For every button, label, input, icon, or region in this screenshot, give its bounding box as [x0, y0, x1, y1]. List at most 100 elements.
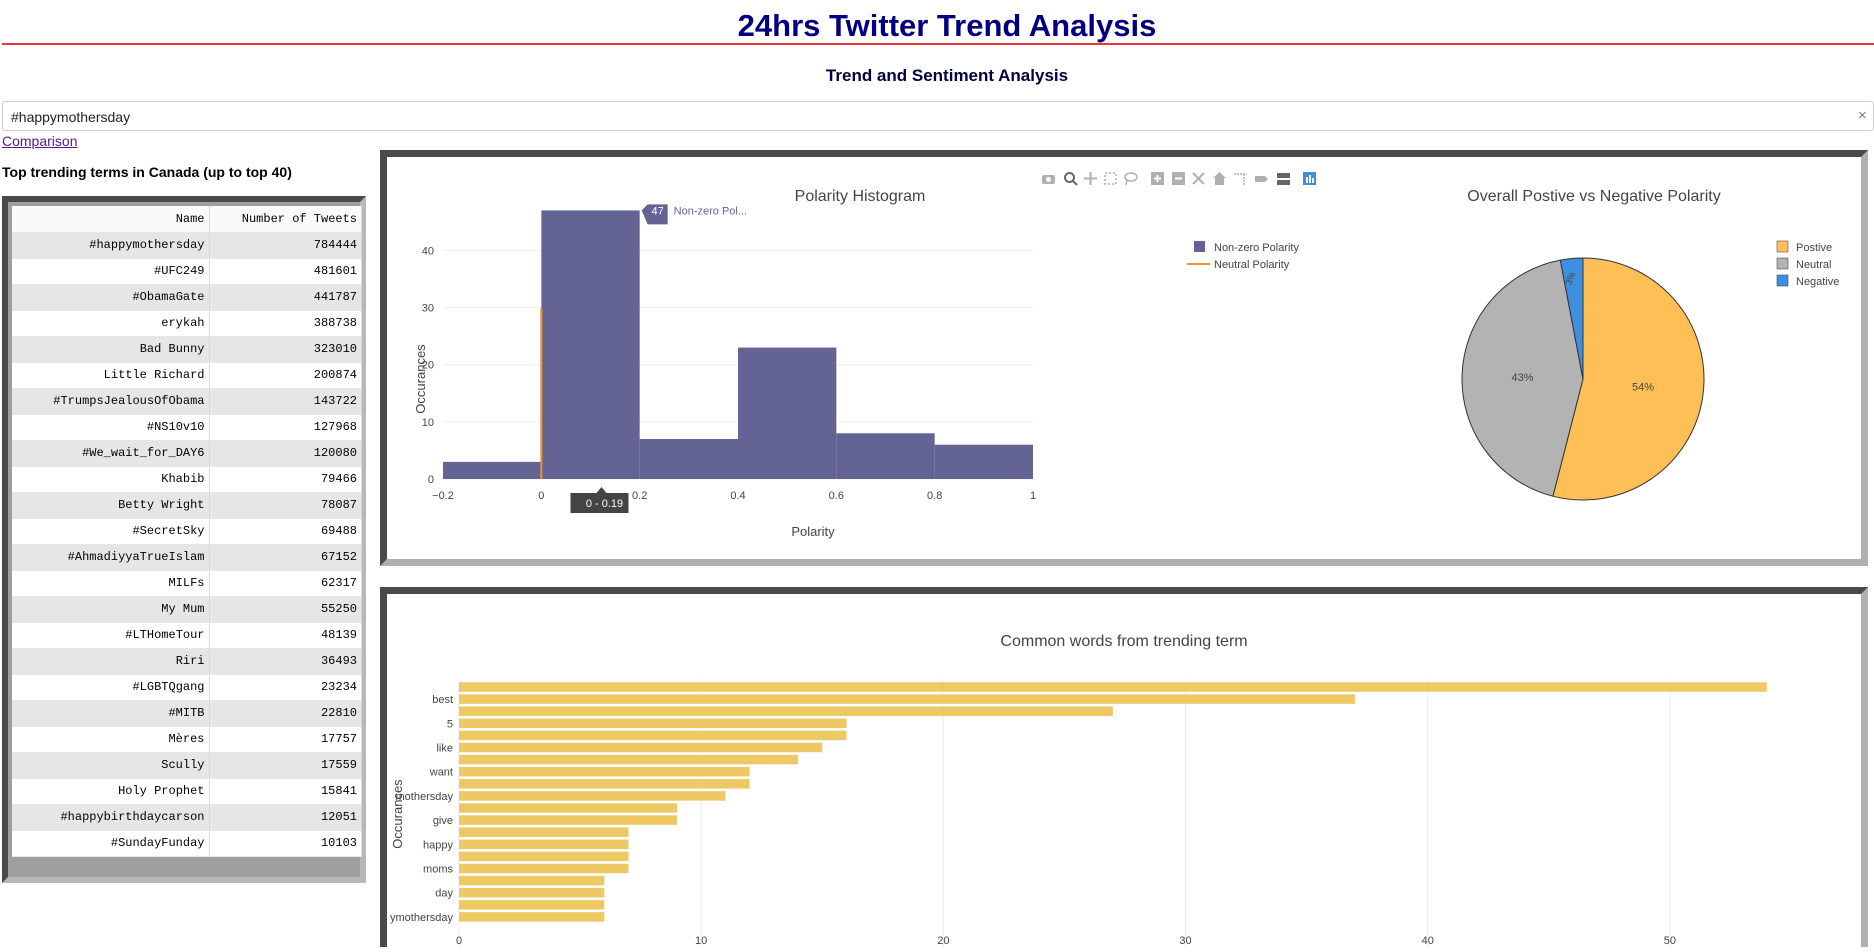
tweet-count-cell: 78087 — [209, 492, 362, 519]
histogram-bar[interactable] — [934, 444, 1033, 479]
table-row: #happymothersday 784444 — [12, 232, 362, 259]
word-bar[interactable] — [459, 754, 799, 765]
pie-slice-label: 3% — [1563, 271, 1577, 287]
reset-axes-icon[interactable] — [1213, 172, 1226, 185]
pie-chart-title: Overall Postive vs Negative Polarity — [1467, 188, 1720, 205]
trend-name-cell: #LTHomeTour — [12, 622, 210, 649]
table-row: Riri 36493 — [12, 648, 362, 675]
clear-icon[interactable]: × — [1858, 107, 1867, 124]
words-x-tick: 10 — [695, 935, 707, 947]
word-bar[interactable] — [459, 851, 629, 862]
table-row: Mères 17757 — [12, 726, 362, 753]
pie-slice[interactable] — [1552, 257, 1705, 501]
word-label: give — [433, 815, 453, 827]
trend-name-cell: My Mum — [12, 596, 210, 623]
word-bar[interactable] — [459, 779, 750, 789]
word-bar[interactable] — [459, 912, 605, 922]
tweet-count-cell: 143722 — [209, 388, 362, 415]
tweet-count-cell: 62317 — [209, 570, 362, 597]
tweet-count-cell: 481601 — [209, 258, 362, 285]
autoscale-icon[interactable] — [1192, 172, 1205, 185]
trend-name-cell: Riri — [12, 648, 210, 675]
hover-compare-icon[interactable] — [1277, 173, 1290, 185]
histogram-x-tick: 0.6 — [829, 490, 844, 502]
lasso-icon[interactable] — [1124, 172, 1138, 186]
box-select-icon[interactable] — [1104, 172, 1117, 185]
tweet-count-cell: 23234 — [209, 674, 362, 701]
tweet-count-cell: 10103 — [209, 830, 362, 857]
word-bar[interactable] — [459, 815, 677, 825]
common-words-panel: Common words from trending term best 5 lik… — [380, 587, 1868, 947]
word-bar[interactable] — [459, 694, 1356, 704]
column-header-count[interactable]: Number of Tweets — [209, 206, 362, 233]
pie-legend-swatch[interactable] — [1776, 240, 1789, 253]
zoom-in-icon[interactable] — [1151, 172, 1164, 185]
common-words-svg: Common words from trending term best 5 lik… — [390, 633, 1767, 947]
legend-swatch-non-zero[interactable] — [1194, 241, 1205, 252]
pie-legend-swatch[interactable] — [1776, 257, 1789, 270]
word-bar[interactable] — [459, 766, 750, 777]
word-bar[interactable] — [459, 803, 677, 813]
trend-name-cell: #ObamaGate — [12, 284, 210, 311]
pie-legend-swatch[interactable] — [1776, 274, 1789, 287]
table-row: #MITB 22810 — [12, 700, 362, 727]
word-bar[interactable] — [459, 706, 1113, 716]
pie-slice[interactable] — [1559, 257, 1584, 380]
pie-chart-legend: Postive Neutral Negative — [1776, 240, 1839, 288]
tweet-count-cell: 784444 — [209, 232, 362, 259]
table-row: Bad Bunny 323010 — [12, 336, 362, 363]
trend-name-cell: Holy Prophet — [12, 778, 210, 805]
pie-slice[interactable] — [1461, 259, 1584, 497]
histogram-bar[interactable] — [639, 439, 738, 479]
tweet-count-cell: 55250 — [209, 596, 362, 623]
word-bar[interactable] — [459, 791, 726, 801]
tweet-count-cell: 17559 — [209, 752, 362, 779]
histogram-y-tick: 40 — [422, 245, 434, 257]
table-row: Little Richard 200874 — [12, 362, 362, 389]
word-bar[interactable] — [459, 900, 605, 910]
tweet-count-cell: 15841 — [209, 778, 362, 805]
zoom-icon[interactable] — [1064, 172, 1078, 186]
pie-legend-label[interactable]: Negative — [1796, 276, 1839, 288]
word-bar[interactable] — [459, 887, 605, 898]
table-header-row: Name Number of Tweets — [12, 206, 362, 233]
word-bar[interactable] — [459, 827, 629, 837]
table-row: #AhmadiyyaTrueIslam 67152 — [12, 544, 362, 571]
table-row: #LTHomeTour 48139 — [12, 622, 362, 649]
trend-search-dropdown[interactable]: #happymothersday × — [2, 101, 1874, 131]
word-bar[interactable] — [459, 863, 629, 874]
histogram-hover-tooltip: 47 Non-zero Pol... 0 - 0.19 — [570, 204, 747, 513]
word-bar[interactable] — [459, 718, 847, 729]
words-x-tick: 20 — [937, 935, 949, 947]
plotly-logo-icon[interactable] — [1303, 172, 1316, 185]
common-words-y-ticks: best 5 like want mothersday give happy moms day y… — [390, 694, 453, 924]
histogram-bar[interactable] — [443, 461, 542, 479]
histogram-bar[interactable] — [541, 210, 640, 479]
zoom-out-icon[interactable] — [1172, 172, 1185, 185]
camera-icon[interactable] — [1042, 175, 1055, 184]
legend-label-neutral[interactable]: Neutral Polarity — [1214, 259, 1290, 271]
pan-icon[interactable] — [1084, 172, 1097, 185]
word-bar[interactable] — [459, 742, 823, 753]
table-row: My Mum 55250 — [12, 596, 362, 623]
word-label: want — [429, 767, 453, 779]
histogram-title: Polarity Histogram — [795, 188, 926, 205]
spike-lines-icon[interactable] — [1234, 173, 1247, 185]
histogram-x-tick: 0.8 — [927, 490, 942, 502]
pie-legend-label[interactable]: Postive — [1796, 242, 1832, 254]
word-bar[interactable] — [459, 839, 629, 850]
comparison-link[interactable]: Comparison — [2, 133, 78, 149]
word-label: 5 — [447, 718, 453, 730]
tweet-count-cell: 200874 — [209, 362, 362, 389]
word-bar[interactable] — [459, 682, 1767, 692]
legend-label-non-zero[interactable]: Non-zero Polarity — [1214, 242, 1299, 254]
trend-name-cell: #We_wait_for_DAY6 — [12, 440, 210, 467]
pie-legend-label[interactable]: Neutral — [1796, 259, 1831, 271]
histogram-x-axis-label: Polarity — [791, 524, 835, 539]
word-bar[interactable] — [459, 875, 605, 886]
histogram-bar[interactable] — [836, 433, 935, 479]
histogram-bar[interactable] — [738, 347, 837, 479]
column-header-name[interactable]: Name — [12, 206, 210, 233]
word-bar[interactable] — [459, 730, 847, 741]
hover-closest-icon[interactable] — [1255, 176, 1268, 182]
